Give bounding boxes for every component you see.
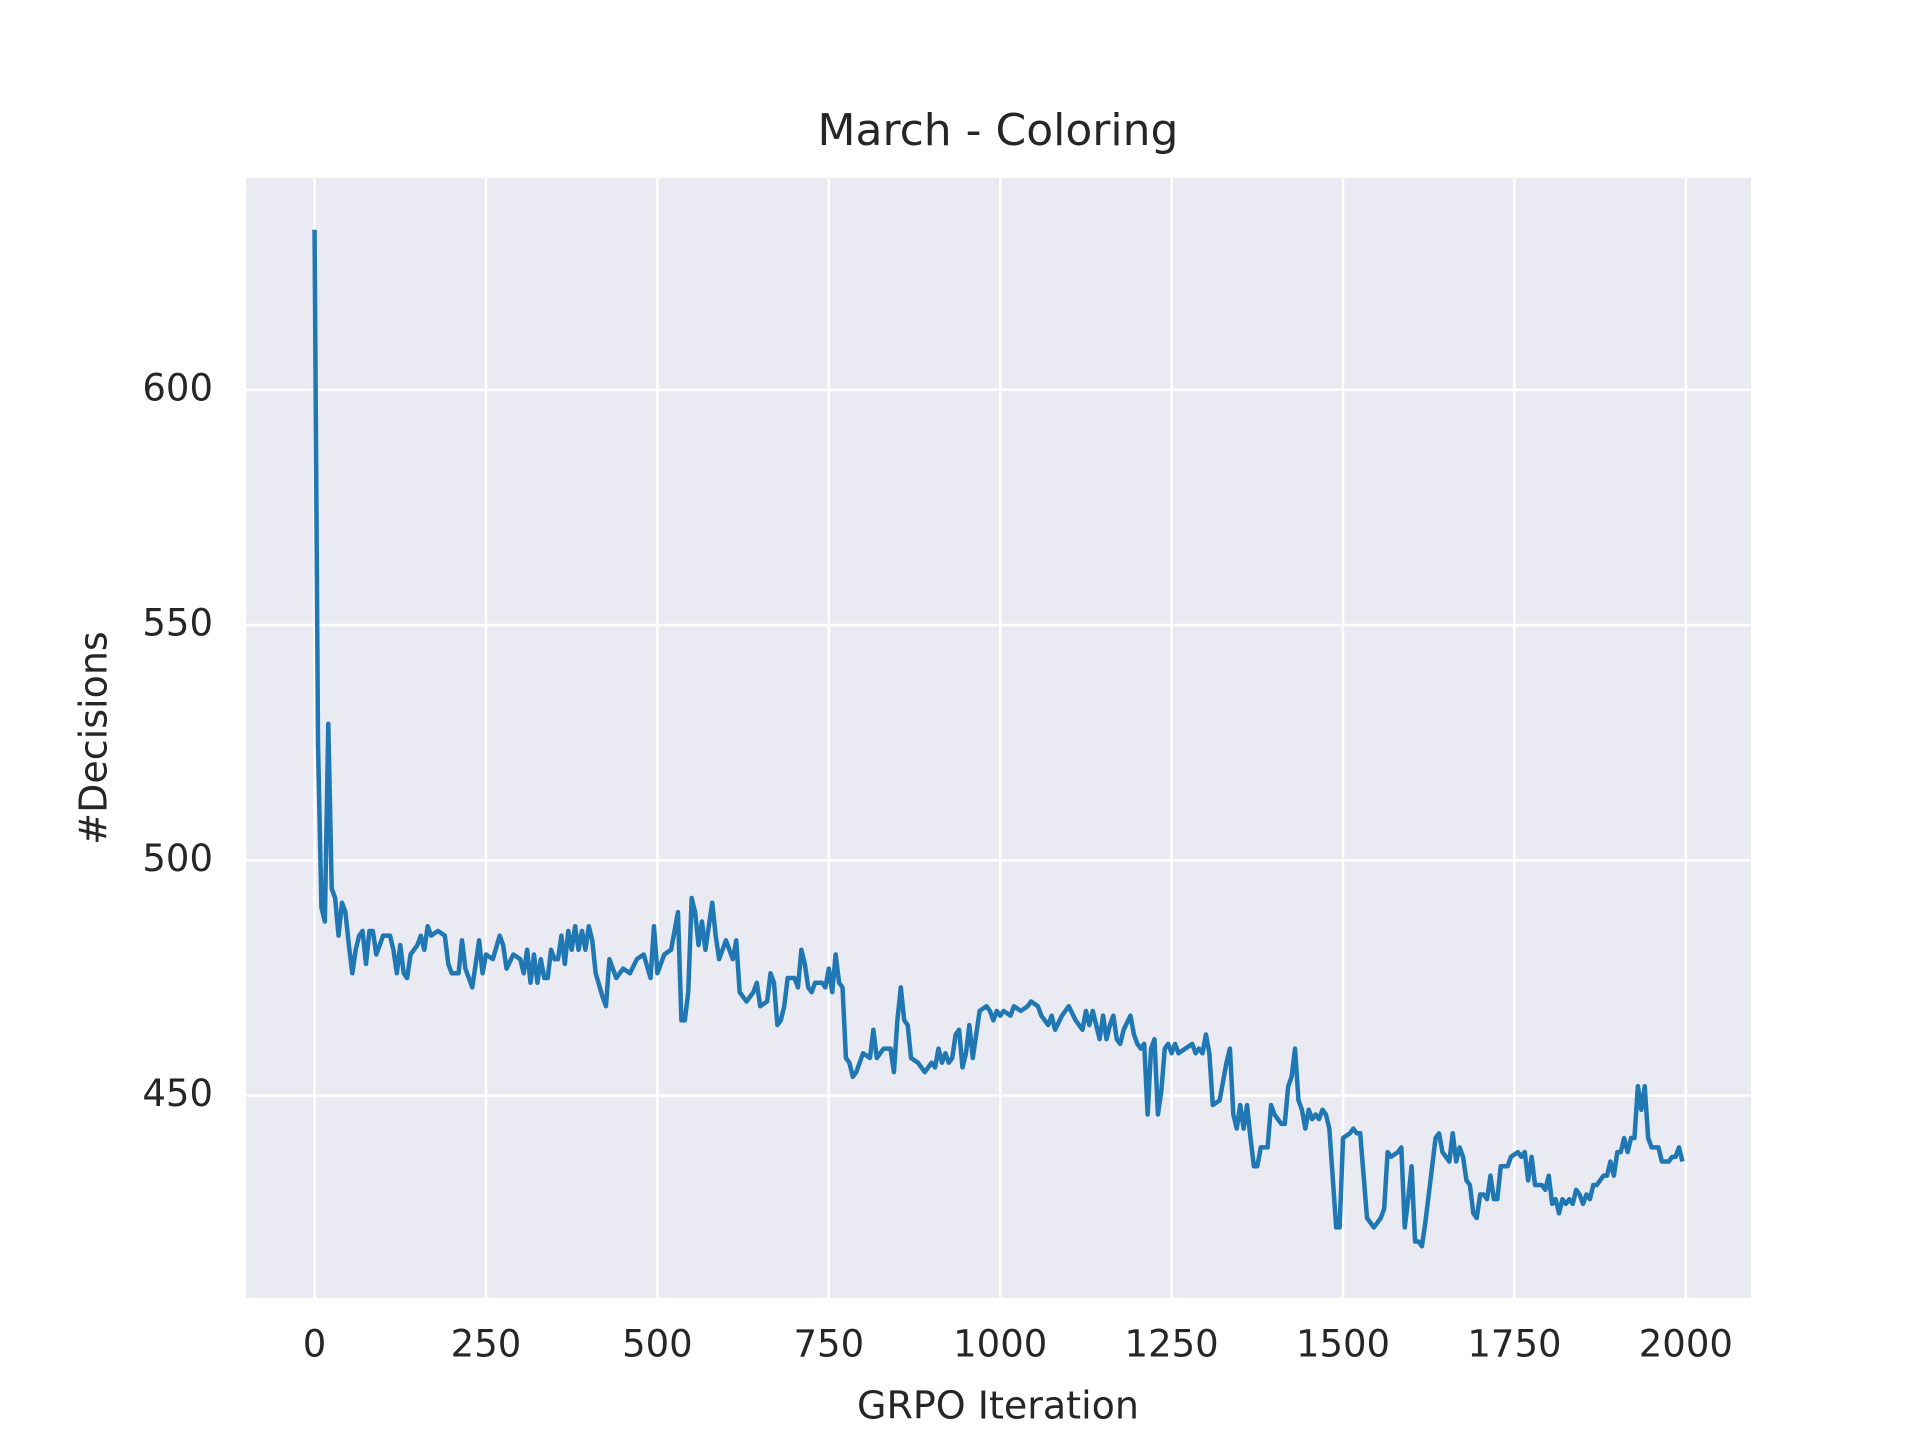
x-tick-label: 1250 — [1125, 1323, 1219, 1366]
x-tick-label: 1500 — [1296, 1323, 1390, 1366]
x-tick-label: 250 — [451, 1323, 522, 1366]
y-tick-label: 450 — [142, 1072, 213, 1115]
plot-area — [246, 178, 1751, 1298]
x-tick-label: 2000 — [1639, 1323, 1733, 1366]
x-axis-label: GRPO Iteration — [857, 1384, 1139, 1428]
x-tick-label: 1000 — [953, 1323, 1047, 1366]
x-tick-label: 750 — [793, 1323, 864, 1366]
x-tick-label: 0 — [303, 1323, 327, 1366]
x-tick-label: 1750 — [1467, 1323, 1561, 1366]
chart-title: March - Coloring — [818, 105, 1179, 156]
y-axis-label: #Decisions — [72, 631, 116, 844]
y-tick-label: 550 — [142, 602, 213, 645]
x-tick-label: 500 — [622, 1323, 693, 1366]
data-line — [312, 229, 1685, 1249]
y-tick-label: 500 — [142, 837, 213, 880]
y-tick-label: 600 — [142, 366, 213, 409]
